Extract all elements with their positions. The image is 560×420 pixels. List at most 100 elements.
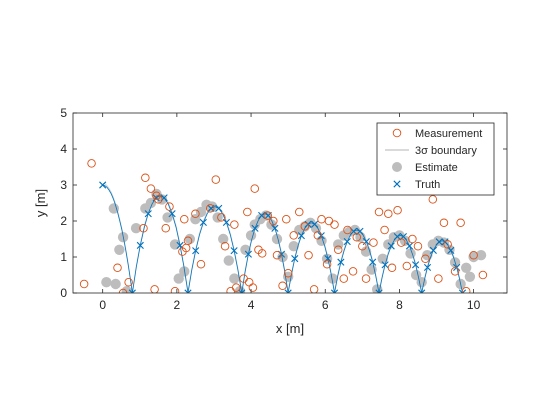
measurement-point xyxy=(374,207,384,217)
estimate-point xyxy=(327,273,338,284)
measurement-point xyxy=(352,232,362,242)
truth-marker xyxy=(291,255,299,263)
measurement-point xyxy=(150,285,159,293)
estimate-point xyxy=(110,278,121,290)
measurement-point xyxy=(330,220,339,229)
truth-marker xyxy=(168,210,176,218)
measurement-point xyxy=(272,250,282,260)
measurement-point xyxy=(196,259,206,269)
estimate-point xyxy=(460,262,472,273)
measurement-point xyxy=(282,214,291,224)
truth-marker xyxy=(284,289,292,293)
estimate-point xyxy=(173,273,184,284)
measurement-point xyxy=(191,209,200,219)
truth-marker xyxy=(297,232,305,240)
truth-marker xyxy=(381,261,389,269)
measurement-point xyxy=(161,223,170,233)
truth-marker xyxy=(258,211,266,220)
estimate-point xyxy=(288,241,299,252)
measurement-point xyxy=(380,225,389,235)
truth-marker xyxy=(412,261,420,269)
truth-marker xyxy=(393,232,401,241)
measurement-point xyxy=(343,225,352,235)
measurement-point xyxy=(118,288,128,293)
measurement-point xyxy=(387,263,397,273)
measurement-point xyxy=(170,286,180,293)
measurement-point xyxy=(124,277,133,287)
measurement-point xyxy=(269,216,278,226)
measurement-point xyxy=(397,238,406,247)
estimate-point xyxy=(377,253,388,264)
x-tick-label: 4 xyxy=(248,298,255,312)
axes-box xyxy=(72,112,508,294)
measurement-point xyxy=(428,195,438,204)
measurement-point xyxy=(348,267,358,276)
truth-marker xyxy=(405,242,414,250)
truth-marker xyxy=(99,181,107,189)
estimate-point xyxy=(416,277,427,288)
y-axis-label: y [m] xyxy=(33,189,48,217)
measurement-point xyxy=(369,238,378,247)
measurement-point xyxy=(413,241,423,251)
measurement-point xyxy=(146,184,156,193)
measurement-point xyxy=(313,231,323,240)
measurement-point xyxy=(333,245,343,255)
measurement-point xyxy=(205,204,215,213)
x-tick-label: 2 xyxy=(174,298,181,312)
truth-marker xyxy=(215,204,223,212)
legend-label: Measurement xyxy=(415,128,482,140)
estimate-point xyxy=(475,250,487,261)
truth-marker xyxy=(362,237,370,246)
measurement-point xyxy=(248,283,258,292)
measurement-point xyxy=(434,274,443,283)
y-tick-label: 5 xyxy=(60,106,67,120)
measurement-point xyxy=(217,213,226,222)
truth-marker xyxy=(128,289,136,293)
legend[interactable]: Measurement 3σ boundary Estimate Truth xyxy=(376,122,495,196)
measurement-point xyxy=(263,211,272,220)
x-tick-label: 10 xyxy=(467,298,481,312)
legend-label: Estimate xyxy=(415,162,458,174)
measurement-point xyxy=(478,270,488,280)
measurement-point xyxy=(139,223,148,233)
measurement-point xyxy=(183,236,193,246)
truth-marker xyxy=(264,211,272,220)
measurement-point xyxy=(165,202,174,211)
measurement-point xyxy=(300,222,310,231)
estimate-point xyxy=(366,264,377,275)
measurement-point xyxy=(469,250,478,260)
measurement-point xyxy=(87,159,96,168)
measurement-point xyxy=(230,220,239,229)
measurement-point xyxy=(295,207,304,217)
measurement-point xyxy=(304,250,313,260)
estimate-point xyxy=(277,251,288,263)
truth-marker xyxy=(199,218,207,227)
estimate-point xyxy=(169,239,181,250)
measurement-point xyxy=(113,263,122,273)
legend-marker-measurement xyxy=(392,128,402,138)
truth-marker xyxy=(337,258,345,266)
estimate-point xyxy=(184,233,196,245)
measurement-point xyxy=(421,254,430,264)
truth-marker xyxy=(311,220,319,228)
truth-marker xyxy=(244,250,252,258)
truth-marker xyxy=(271,224,279,232)
measurement-point xyxy=(154,195,163,204)
truth-marker xyxy=(458,289,467,293)
truth-marker xyxy=(418,289,426,293)
estimate-point xyxy=(271,233,283,245)
truth-marker xyxy=(375,289,383,293)
estimate-point xyxy=(114,244,125,255)
estimate-point xyxy=(121,286,132,293)
plot-area xyxy=(79,159,488,293)
measurement-point xyxy=(231,283,241,292)
measurement-point xyxy=(257,249,267,258)
legend-marker-truth xyxy=(393,180,401,188)
measurement-point xyxy=(309,285,319,293)
x-axis-label: x [m] xyxy=(276,321,304,336)
measurement-point xyxy=(141,173,150,183)
truth-marker xyxy=(387,242,395,250)
legend-label: 3σ boundary xyxy=(415,145,477,157)
axes: 0 2 4 6 8 10 0 1 2 3 4 5 x [m] y [m] xyxy=(33,106,508,336)
